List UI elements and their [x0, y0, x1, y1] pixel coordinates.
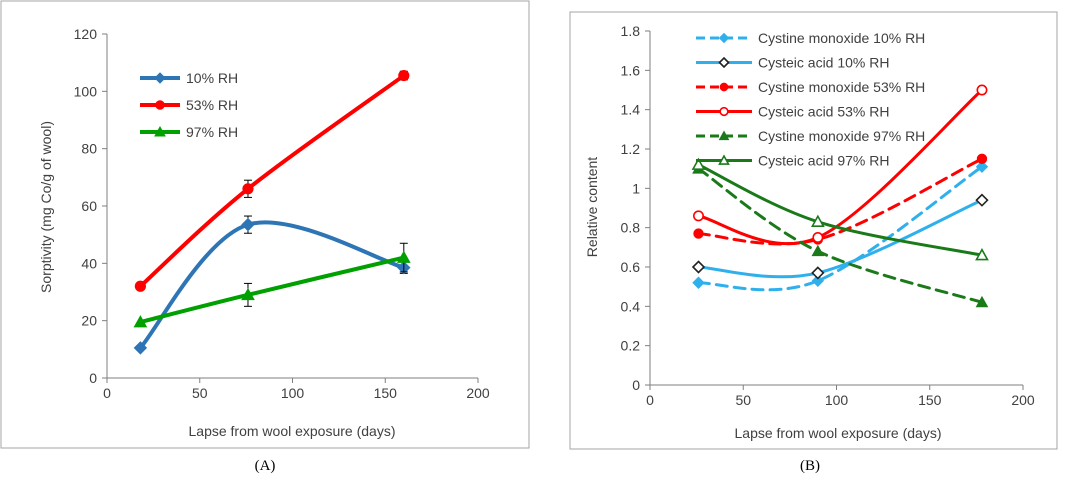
- y-tick-label: 80: [81, 141, 97, 157]
- series-line: [696, 165, 984, 292]
- data-point: [811, 274, 825, 287]
- data-point: [976, 153, 988, 165]
- legend-marker: [154, 125, 166, 137]
- x-tick-label: 200: [466, 385, 490, 401]
- data-point: [975, 248, 989, 261]
- legend-entry: 10% RH: [186, 70, 238, 86]
- legend-entry: 53% RH: [186, 97, 238, 113]
- y-tick-label: 0.2: [621, 338, 641, 354]
- legend-entry: Cystine monoxide 10% RH: [758, 30, 925, 46]
- y-tick-label: 0.6: [621, 259, 641, 275]
- data-point: [241, 287, 255, 301]
- data-point: [975, 193, 989, 207]
- legend-marker: [719, 82, 729, 92]
- data-point: [975, 160, 989, 173]
- series-line: [696, 157, 984, 246]
- x-tick-label: 150: [918, 392, 942, 408]
- y-tick-label: 0: [89, 370, 97, 386]
- data-point: [134, 280, 146, 292]
- y-tick-label: 100: [74, 83, 98, 99]
- legend-marker: [718, 154, 730, 165]
- data-point: [133, 341, 148, 355]
- data-point: [398, 69, 410, 82]
- legend-entry: Cysteic acid 97% RH: [758, 153, 890, 169]
- data-point: [691, 260, 706, 274]
- y-tick-label: 0.4: [621, 298, 641, 314]
- x-tick-label: 0: [103, 385, 111, 401]
- series-line: [696, 88, 984, 245]
- x-tick-label: 50: [735, 392, 751, 408]
- data-point: [241, 217, 255, 232]
- x-tick-label: 200: [1011, 392, 1035, 408]
- legend-entry: 97% RH: [186, 124, 238, 140]
- y-tick-label: 20: [81, 313, 97, 329]
- data-point: [692, 276, 705, 289]
- y-tick-label: 1: [632, 180, 640, 196]
- chart-a-ylabel: Sorptivity (mg Co/g of wool): [38, 121, 54, 293]
- chart-a: 0 50 100 150 200 0 20 40 60 80 100 120 10% RH 53% RH…: [0, 0, 530, 474]
- legend-entry: Cysteic acid 10% RH: [758, 55, 890, 71]
- y-tick-label: 0.8: [621, 220, 641, 236]
- legend-entry: Cystine monoxide 97% RH: [758, 128, 925, 144]
- data-point: [693, 210, 704, 222]
- data-point: [812, 232, 824, 243]
- x-tick-label: 100: [825, 392, 849, 408]
- y-tick-label: 1.4: [621, 102, 641, 118]
- legend-entry: Cystine monoxide 53% RH: [758, 79, 925, 95]
- chart-a-frame: [0, 0, 530, 449]
- chart-a-xlabel: Lapse from wool exposure (days): [189, 423, 396, 439]
- data-point: [811, 266, 825, 280]
- x-tick-label: 50: [192, 385, 208, 401]
- panel-label-b: (B): [800, 458, 820, 474]
- data-point: [975, 295, 989, 308]
- y-tick-label: 0: [632, 377, 640, 393]
- legend-marker: [718, 32, 730, 44]
- data-point: [242, 183, 254, 195]
- data-point: [396, 250, 411, 263]
- legend-marker: [718, 56, 730, 69]
- data-point: [691, 157, 706, 170]
- chart-b-ylabel: Relative content: [584, 157, 600, 258]
- chart-b-frame: [569, 11, 1058, 450]
- y-tick-label: 1.2: [621, 141, 641, 157]
- x-tick-label: 150: [374, 385, 398, 401]
- data-point: [810, 214, 825, 227]
- y-tick-label: 1.8: [621, 23, 641, 39]
- chart-b: 0 50 100 150 200 0 0.2 0.4 0.6 0.8 1 1.2 1.4 1.6 1.8 C…: [569, 11, 1058, 474]
- data-point: [693, 228, 704, 239]
- legend-marker: [155, 100, 165, 110]
- data-point: [811, 244, 825, 257]
- legend-marker: [719, 106, 729, 117]
- legend-entry: Cysteic acid 53% RH: [758, 104, 890, 120]
- panel-label-a: (A): [255, 458, 276, 474]
- legend-marker: [718, 130, 730, 141]
- y-tick-label: 1.6: [621, 62, 641, 78]
- data-point: [133, 315, 148, 328]
- x-tick-label: 0: [646, 392, 654, 408]
- y-tick-label: 60: [81, 198, 97, 214]
- y-tick-label: 120: [74, 26, 98, 42]
- x-tick-label: 100: [281, 385, 305, 401]
- data-point: [976, 84, 988, 96]
- chart-b-xlabel: Lapse from wool exposure (days): [735, 425, 942, 441]
- y-tick-label: 40: [81, 255, 97, 271]
- legend-marker: [154, 72, 166, 84]
